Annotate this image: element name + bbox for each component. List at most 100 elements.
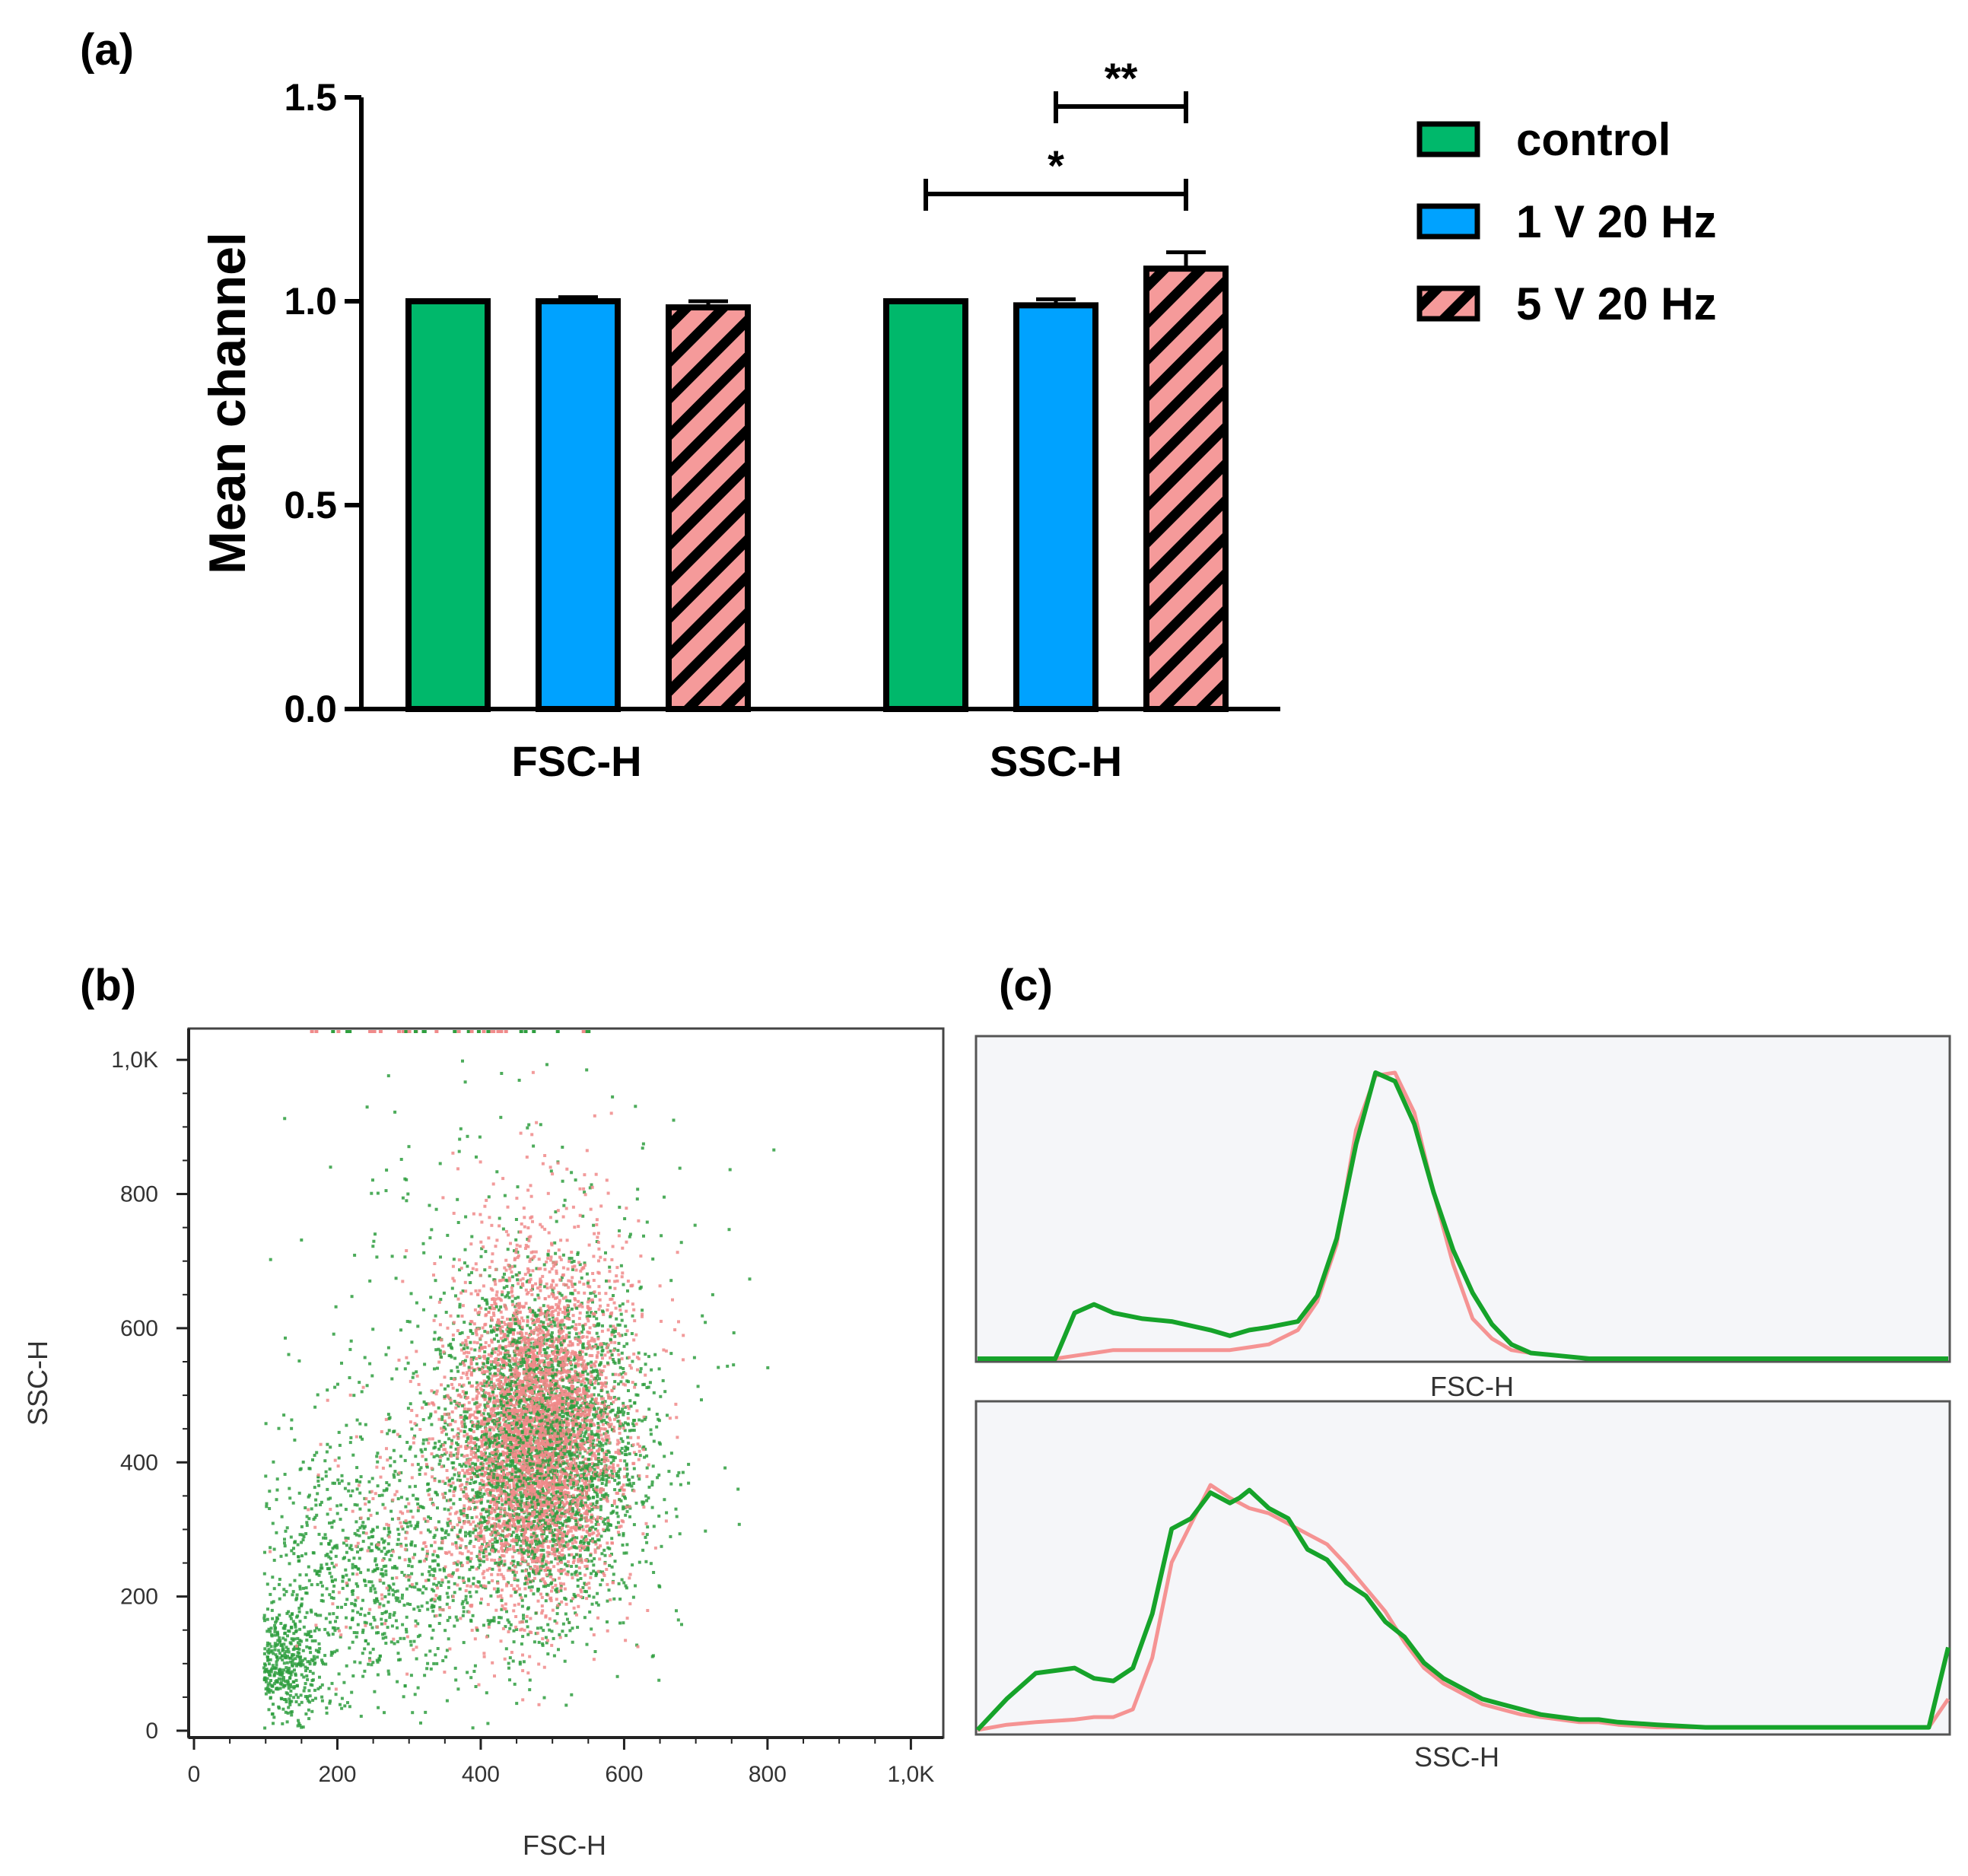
scatter-point bbox=[505, 1584, 509, 1588]
scatter-point bbox=[599, 1517, 603, 1521]
scatter-point bbox=[580, 1557, 583, 1561]
scatter-point bbox=[418, 1468, 421, 1472]
scatter-point bbox=[308, 1646, 312, 1649]
scatter-point bbox=[586, 1378, 590, 1382]
scatter-point bbox=[307, 1493, 311, 1497]
scatter-point bbox=[521, 1525, 525, 1529]
scatter-point bbox=[444, 1491, 447, 1495]
scatter-point bbox=[517, 1337, 521, 1340]
scatter-point bbox=[324, 1474, 328, 1478]
scatter-point bbox=[289, 1689, 293, 1693]
scatter-point bbox=[495, 1443, 498, 1446]
scatter-point bbox=[329, 1596, 333, 1600]
scatter-point bbox=[421, 1242, 425, 1245]
scatter-point bbox=[596, 1449, 599, 1453]
scatter-point bbox=[564, 1386, 568, 1390]
scatter-point bbox=[497, 1441, 501, 1445]
scatter-point bbox=[313, 1639, 317, 1642]
scatter-point bbox=[440, 1415, 444, 1419]
scatter-point bbox=[313, 1657, 316, 1661]
scatter-point bbox=[624, 1513, 628, 1517]
scatter-point bbox=[459, 1546, 463, 1550]
scatter-point bbox=[529, 1345, 533, 1349]
scatter-point bbox=[263, 1647, 267, 1651]
scatter-point bbox=[399, 1328, 402, 1332]
scatter-point bbox=[281, 1645, 285, 1649]
scatter-point bbox=[529, 1450, 533, 1454]
scatter-point bbox=[478, 1425, 482, 1429]
scatter-point bbox=[675, 1515, 679, 1518]
scatter-point bbox=[604, 1442, 608, 1445]
scatter-point bbox=[409, 1402, 412, 1406]
scatter-point bbox=[344, 1603, 348, 1606]
scatter-point bbox=[619, 1372, 623, 1376]
scatter-point bbox=[631, 1563, 634, 1567]
scatter-point bbox=[531, 1579, 535, 1582]
scatter-point bbox=[596, 1495, 599, 1499]
scatter-point bbox=[517, 1362, 520, 1366]
scatter-point bbox=[460, 1424, 464, 1428]
scatter-point bbox=[520, 1460, 524, 1464]
scatter-point bbox=[353, 1602, 357, 1606]
scatter-point bbox=[288, 1583, 292, 1587]
scatter-point bbox=[617, 1382, 621, 1386]
scatter-point bbox=[313, 1569, 316, 1572]
scatter-point bbox=[392, 1448, 396, 1452]
scatter-point bbox=[540, 1389, 544, 1393]
scatter-point bbox=[286, 1655, 289, 1658]
scatter-point bbox=[329, 1165, 332, 1169]
scatter-point bbox=[456, 1366, 459, 1369]
scatter-point bbox=[440, 1417, 444, 1421]
scatter-point bbox=[476, 1580, 480, 1584]
scatter-point bbox=[341, 1528, 345, 1532]
scatter-point bbox=[507, 1331, 511, 1334]
scatter-point bbox=[627, 1442, 631, 1445]
scatter-point bbox=[399, 1496, 403, 1499]
scatter-point bbox=[525, 1620, 529, 1623]
scatter-point bbox=[307, 1708, 310, 1712]
scatter-point bbox=[294, 1657, 297, 1661]
scatter-point bbox=[297, 1491, 301, 1495]
scatter-point bbox=[652, 1391, 656, 1394]
scatter-point bbox=[459, 1127, 463, 1130]
scatter-point bbox=[288, 1641, 292, 1645]
scatter-point bbox=[355, 1487, 359, 1491]
scatter-point bbox=[508, 1464, 512, 1468]
scatter-point bbox=[370, 1542, 374, 1546]
scatter-point bbox=[380, 1550, 383, 1553]
scatter-point bbox=[490, 1223, 494, 1227]
scatter-point bbox=[463, 1581, 466, 1584]
scatter-point bbox=[530, 1429, 534, 1433]
scatter-point bbox=[520, 1518, 523, 1521]
scatter-point bbox=[493, 1337, 496, 1341]
scatter-point bbox=[597, 1452, 600, 1456]
scatter-point bbox=[491, 1390, 494, 1394]
scatter-point bbox=[289, 1617, 293, 1620]
scatter-point bbox=[459, 1512, 463, 1515]
scatter-point bbox=[581, 1343, 585, 1347]
scatter-point bbox=[612, 1395, 616, 1399]
scatter-point bbox=[578, 1422, 582, 1426]
scatter-point bbox=[463, 1261, 466, 1265]
scatter-point bbox=[352, 1394, 356, 1397]
scatter-point bbox=[550, 1432, 554, 1436]
scatter-point bbox=[472, 1670, 476, 1673]
scatter-point bbox=[447, 1343, 451, 1347]
scatter-point bbox=[532, 1144, 536, 1148]
scatter-point bbox=[469, 1360, 473, 1364]
scatter-point bbox=[367, 1662, 370, 1666]
scatter-point bbox=[284, 1529, 288, 1533]
scatter-point bbox=[513, 1296, 517, 1300]
scatter-point bbox=[279, 1696, 283, 1700]
scatter-point bbox=[495, 1417, 499, 1421]
scatter-point bbox=[523, 1559, 527, 1563]
scatter-point bbox=[578, 1553, 582, 1557]
scatter-point bbox=[611, 1358, 615, 1361]
scatter-point bbox=[561, 1253, 565, 1257]
scatter-point bbox=[585, 1496, 589, 1499]
scatter-point bbox=[410, 1540, 414, 1544]
scatter-point bbox=[300, 1525, 304, 1528]
scatter-point bbox=[340, 1474, 344, 1477]
scatter-point bbox=[416, 1497, 420, 1501]
scatter-point bbox=[282, 1413, 286, 1417]
